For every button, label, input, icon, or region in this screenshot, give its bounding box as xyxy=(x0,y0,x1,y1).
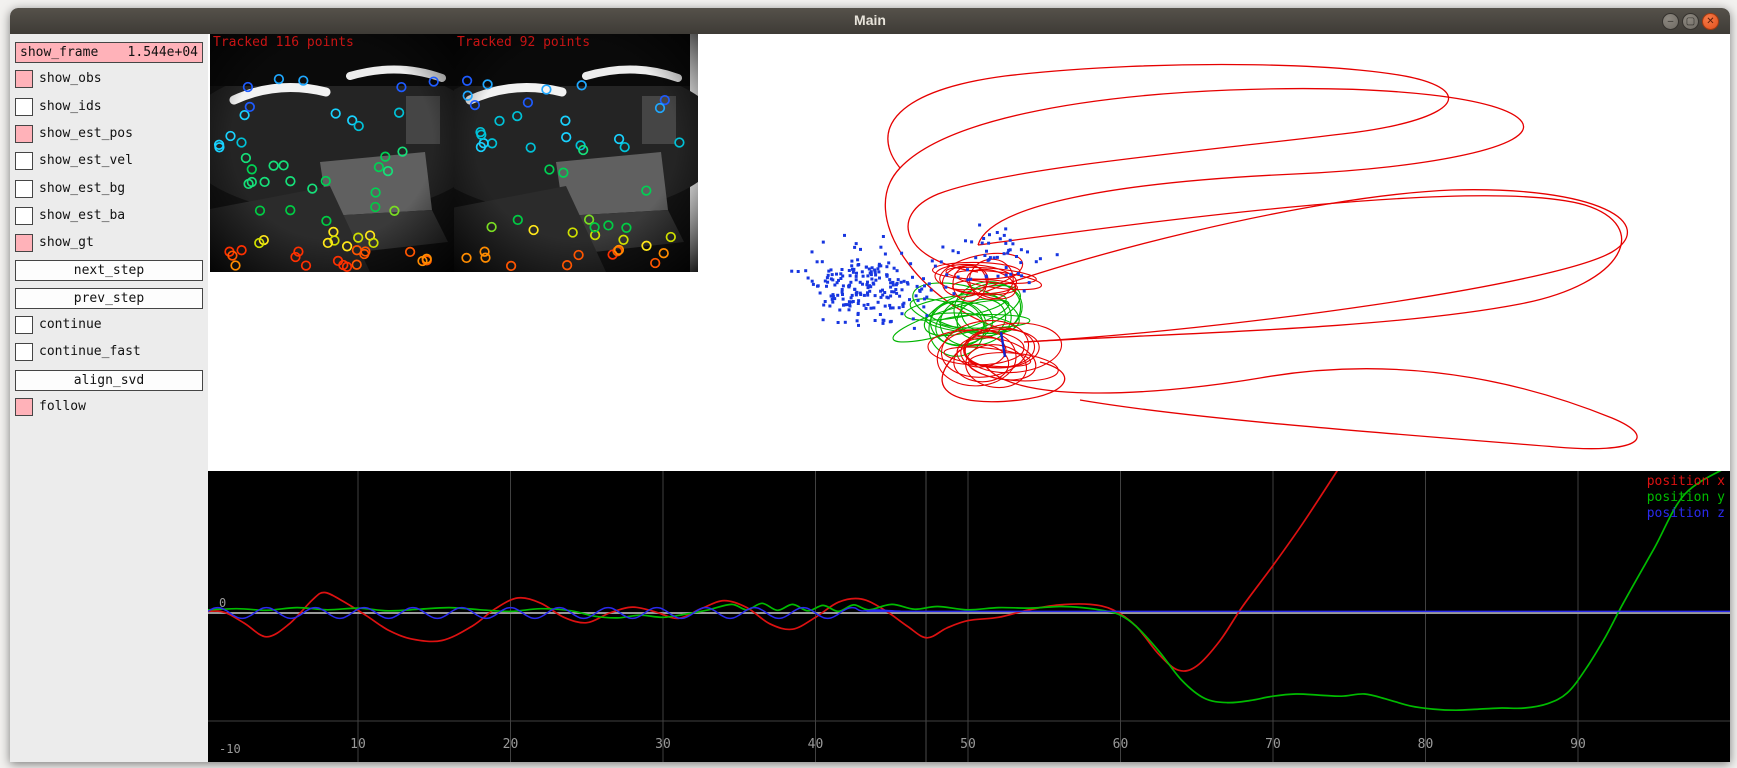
show_est_pos-label: show_est_pos xyxy=(39,125,133,141)
show_est_pos-checkbox[interactable] xyxy=(15,124,33,143)
continue_fast-label: continue_fast xyxy=(39,344,141,360)
control-panel: show_frame 1.544e+04 show_obs show_ids show_… xyxy=(10,34,209,762)
svg-text:90: 90 xyxy=(1570,737,1586,752)
camera-image-0[interactable]: Tracked 116 points xyxy=(180,34,490,272)
position-plot[interactable]: 10 20 30 40 50 60 70 80 90 0 -10 xyxy=(208,471,1730,762)
main-window: Main – ▢ ✕ show_frame 1.544e+04 show_obs show… xyxy=(10,8,1730,762)
follow-label: follow xyxy=(39,398,86,414)
svg-text:0: 0 xyxy=(219,596,226,610)
tracked-points-overlay: Tracked 116 points xyxy=(213,35,354,50)
svg-text:20: 20 xyxy=(503,737,519,752)
minimize-button[interactable]: – xyxy=(1662,13,1679,30)
svg-text:80: 80 xyxy=(1418,737,1434,752)
show_est_vel-label: show_est_vel xyxy=(39,153,133,169)
show_gt-label: show_gt xyxy=(39,235,94,251)
maximize-button[interactable]: ▢ xyxy=(1682,13,1699,30)
follow-checkbox[interactable] xyxy=(15,397,33,416)
camera-image-1[interactable]: Tracked 92 points xyxy=(416,34,726,272)
legend-item: position y xyxy=(1646,490,1725,505)
legend-item: position z xyxy=(1646,506,1725,521)
show_gt-checkbox[interactable] xyxy=(15,234,33,253)
show_obs-checkbox[interactable] xyxy=(15,70,33,89)
window-title: Main xyxy=(854,12,886,28)
continue_fast-checkbox[interactable] xyxy=(15,343,33,362)
close-button[interactable]: ✕ xyxy=(1702,13,1719,30)
svg-text:30: 30 xyxy=(655,737,671,752)
var-value: 1.544e+04 xyxy=(127,45,198,60)
next_step-button[interactable]: next_step xyxy=(15,260,203,282)
show_est_ba-label: show_est_ba xyxy=(39,207,126,223)
prev_step-button[interactable]: prev_step xyxy=(15,287,203,309)
svg-text:-10: -10 xyxy=(219,742,241,756)
show_ids-checkbox[interactable] xyxy=(15,97,33,116)
legend-item: position x xyxy=(1646,474,1725,489)
show_est_vel-checkbox[interactable] xyxy=(15,152,33,171)
var-label: show_frame xyxy=(20,45,99,60)
svg-text:70: 70 xyxy=(1265,737,1281,752)
show_ids-label: show_ids xyxy=(39,98,102,114)
show_est_bg-checkbox[interactable] xyxy=(15,179,33,198)
svg-text:10: 10 xyxy=(350,737,366,752)
show_est_bg-label: show_est_bg xyxy=(39,180,126,196)
show_est_ba-checkbox[interactable] xyxy=(15,206,33,225)
tracked-points-overlay: Tracked 92 points xyxy=(457,35,591,50)
title-bar[interactable]: Main – ▢ ✕ xyxy=(10,8,1730,35)
align_svd-button[interactable]: align_svd xyxy=(15,369,203,391)
svg-text:40: 40 xyxy=(808,737,824,752)
continue-checkbox[interactable] xyxy=(15,316,33,334)
var-show_frame[interactable]: show_frame 1.544e+04 xyxy=(15,42,203,63)
svg-text:60: 60 xyxy=(1113,737,1129,752)
continue-label: continue xyxy=(39,317,102,332)
svg-text:50: 50 xyxy=(960,737,976,752)
plot-legend: position x position y position z xyxy=(1595,474,1725,522)
show_obs-label: show_obs xyxy=(39,71,102,87)
